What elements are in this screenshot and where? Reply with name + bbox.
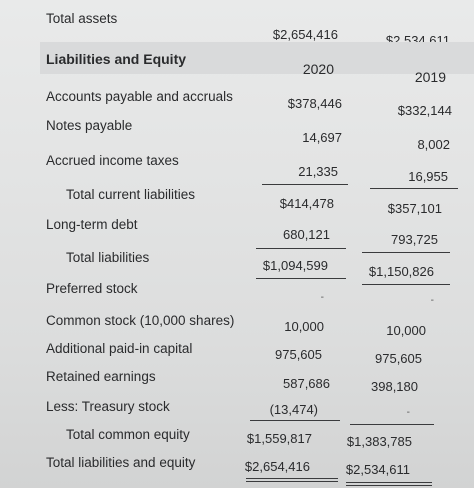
value-apic-2019: 975,605 (375, 351, 422, 366)
value-total-common-equity-2019: $1,383,785 (346, 434, 412, 449)
row-total-liabilities: Total liabilities $1,094,599 $1,150,826 (0, 247, 474, 279)
value-accrued-income-taxes-2020: 21,335 (298, 164, 338, 179)
value-apic-2020: 975,605 (275, 347, 322, 362)
row-liabilities-equity-header: Liabilities and Equity 2020 2019 (0, 48, 474, 85)
value-treasury-stock-2020: (13,474) (269, 402, 318, 417)
row-total-assets: Total assets $2,654,416 $2,534,611 (0, 8, 474, 48)
row-total-current-liabilities: Total current liabilities $414,478 $357,… (0, 184, 474, 216)
value-total-liab-equity-2020: $2,654,416 (244, 459, 310, 474)
label-long-term-debt: Long-term debt (46, 217, 138, 232)
rule-current-liabilities-2020 (262, 184, 348, 185)
row-accounts-payable: Accounts payable and accruals $378,446 $… (0, 86, 474, 118)
label-total-current-liabilities: Total current liabilities (66, 187, 196, 202)
double-rule-total-liab-equity-2019 (346, 482, 432, 486)
row-common-stock: Common stock (10,000 shares) 10,000 10,0… (0, 310, 474, 338)
value-preferred-stock-2020: - (320, 292, 324, 303)
rule-common-equity-2020 (250, 420, 340, 421)
row-total-common-equity: Total common equity $1,559,817 $1,383,78… (0, 424, 474, 449)
value-long-term-debt-2020: 680,121 (283, 227, 330, 242)
double-rule-total-liab-equity-2020 (246, 478, 338, 482)
value-total-common-equity-2020: $1,559,817 (246, 431, 312, 446)
label-retained-earnings: Retained earnings (46, 369, 156, 384)
value-total-current-liabilities-2019: $357,101 (387, 201, 442, 216)
label-total-assets: Total assets (46, 11, 118, 26)
value-total-liabilities-2020: $1,094,599 (262, 258, 328, 273)
label-total-common-equity: Total common equity (66, 427, 190, 442)
value-retained-earnings-2019: 398,180 (371, 379, 418, 394)
label-common-stock: Common stock (10,000 shares) (46, 313, 235, 328)
underline-total-liabilities-2019 (362, 284, 450, 285)
value-total-current-liabilities-2020: $414,478 (279, 196, 334, 211)
value-accounts-payable-2020: $378,446 (287, 96, 342, 111)
value-long-term-debt-2019: 793,725 (391, 232, 438, 247)
row-retained-earnings: Retained earnings 587,686 398,180 (0, 366, 474, 394)
rule-common-equity-2019 (350, 424, 434, 425)
rule-current-liabilities-2019 (370, 188, 458, 189)
section-title-liabilities-equity: Liabilities and Equity (46, 51, 187, 67)
section-header-band (40, 42, 474, 74)
column-header-2020: 2020 (302, 61, 334, 77)
value-notes-payable-2019: 8,002 (417, 137, 450, 152)
column-header-2019: 2019 (414, 69, 446, 85)
value-treasury-stock-2019: - (406, 407, 410, 418)
label-notes-payable: Notes payable (46, 118, 133, 133)
value-retained-earnings-2020: 587,686 (283, 376, 330, 391)
underline-total-liabilities-2020 (256, 278, 346, 279)
label-additional-paid-in-capital: Additional paid-in capital (46, 341, 193, 356)
row-long-term-debt: Long-term debt 680,121 793,725 (0, 214, 474, 247)
label-total-liabilities: Total liabilities (66, 250, 150, 265)
row-accrued-income-taxes: Accrued income taxes 21,335 16,955 (0, 150, 474, 184)
row-total-liabilities-and-equity: Total liabilities and equity $2,654,416 … (0, 452, 474, 477)
rule-total-liabilities-2019 (362, 252, 450, 253)
value-total-liab-equity-2019: $2,534,611 (345, 462, 410, 477)
row-notes-payable: Notes payable 14,697 8,002 (0, 115, 474, 152)
value-accounts-payable-2019: $332,144 (397, 103, 452, 118)
value-common-stock-2019: 10,000 (386, 323, 426, 338)
value-preferred-stock-2019: - (430, 295, 434, 306)
label-treasury-stock: Less: Treasury stock (46, 399, 170, 414)
label-accounts-payable: Accounts payable and accruals (46, 89, 233, 104)
row-preferred-stock: Preferred stock - - (0, 278, 474, 306)
label-preferred-stock: Preferred stock (46, 281, 138, 296)
value-total-liabilities-2019: $1,150,826 (368, 264, 434, 279)
row-additional-paid-in-capital: Additional paid-in capital 975,605 975,6… (0, 338, 474, 366)
value-common-stock-2020: 10,000 (284, 319, 324, 334)
row-treasury-stock: Less: Treasury stock (13,474) - (0, 396, 474, 418)
label-accrued-income-taxes: Accrued income taxes (46, 153, 179, 168)
value-notes-payable-2020: 14,697 (302, 130, 342, 145)
rule-total-liabilities-2020 (256, 248, 346, 249)
label-total-liabilities-and-equity: Total liabilities and equity (46, 455, 196, 470)
value-accrued-income-taxes-2019: 16,955 (408, 169, 448, 184)
value-total-assets-2020: $2,654,416 (272, 27, 338, 42)
